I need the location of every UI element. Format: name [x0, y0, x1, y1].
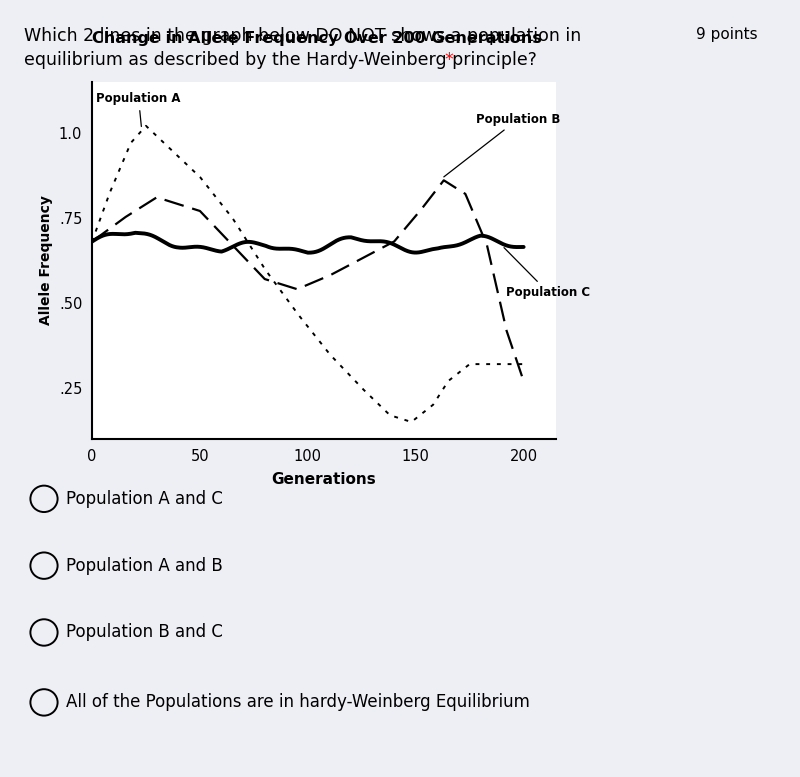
Text: Population A: Population A	[96, 92, 181, 127]
Text: Population B and C: Population B and C	[66, 623, 223, 642]
Text: Population A and C: Population A and C	[66, 490, 223, 508]
Text: *: *	[445, 51, 454, 68]
Text: Population C: Population C	[504, 248, 590, 299]
Text: Population A and B: Population A and B	[66, 556, 223, 575]
Text: equilibrium as described by the Hardy-Weinberg principle?: equilibrium as described by the Hardy-We…	[24, 51, 542, 68]
Text: Change in Allele Frequency Over 200 Generations: Change in Allele Frequency Over 200 Gene…	[92, 31, 542, 46]
Text: All of the Populations are in hardy-Weinberg Equilibrium: All of the Populations are in hardy-Wein…	[66, 693, 530, 712]
Text: 9 points: 9 points	[696, 27, 758, 42]
X-axis label: Generations: Generations	[272, 472, 376, 487]
Text: Population B: Population B	[444, 113, 561, 177]
Y-axis label: Allele Frequency: Allele Frequency	[39, 195, 54, 326]
Text: Which 2 lines in the graph below DO NOT shows a population in: Which 2 lines in the graph below DO NOT …	[24, 27, 582, 45]
